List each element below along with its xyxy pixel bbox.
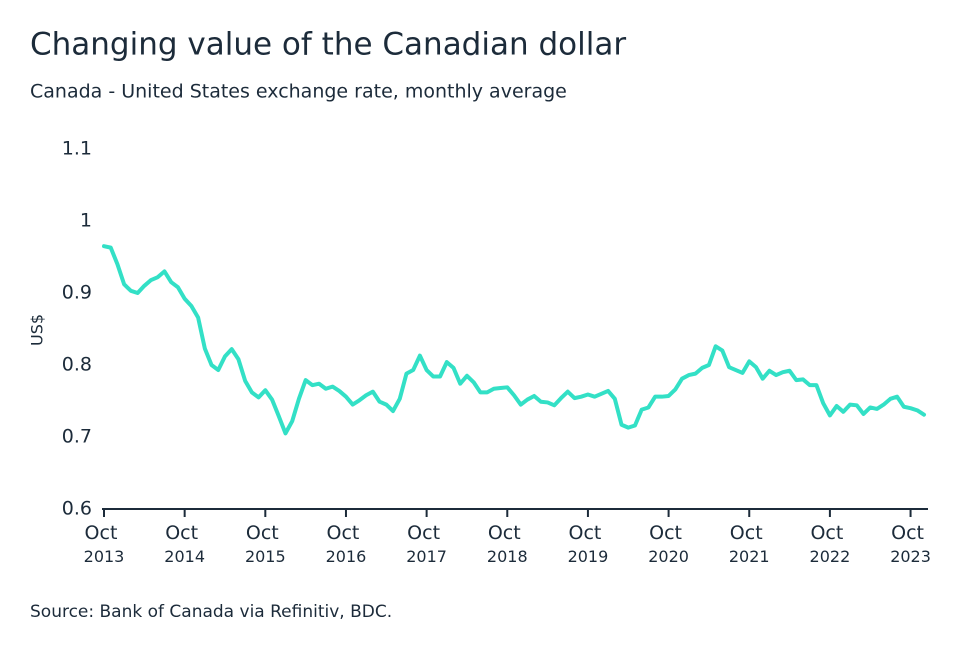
x-tick-label: Oct 2022 <box>810 522 851 566</box>
x-tick-label: Oct 2016 <box>326 522 367 566</box>
data-line <box>102 244 926 436</box>
y-tick-label: 1.1 <box>62 138 92 160</box>
x-tick-label: Oct 2015 <box>245 522 286 566</box>
x-tick-label: Oct 2019 <box>568 522 609 566</box>
y-axis-label: US$ <box>28 314 47 346</box>
x-tick-label: Oct 2014 <box>164 522 205 566</box>
x-tick-label: Oct 2017 <box>406 522 447 566</box>
x-tick-label: Oct 2018 <box>487 522 528 566</box>
y-tick-label: 1 <box>80 210 92 232</box>
x-tick-label: Oct 2023 <box>890 522 931 566</box>
x-tick-label: Oct 2021 <box>729 522 770 566</box>
x-tick-label: Oct 2020 <box>648 522 689 566</box>
y-tick-label: 0.9 <box>62 282 92 304</box>
y-tick-label: 0.6 <box>62 498 92 520</box>
chart-title: Changing value of the Canadian dollar <box>30 27 626 63</box>
x-tick-label: Oct 2013 <box>84 522 125 566</box>
source-note: Source: Bank of Canada via Refinitiv, BD… <box>30 602 392 622</box>
y-tick-label: 0.7 <box>62 426 92 448</box>
chart-subtitle: Canada - United States exchange rate, mo… <box>30 81 567 103</box>
y-tick-label: 0.8 <box>62 354 92 376</box>
